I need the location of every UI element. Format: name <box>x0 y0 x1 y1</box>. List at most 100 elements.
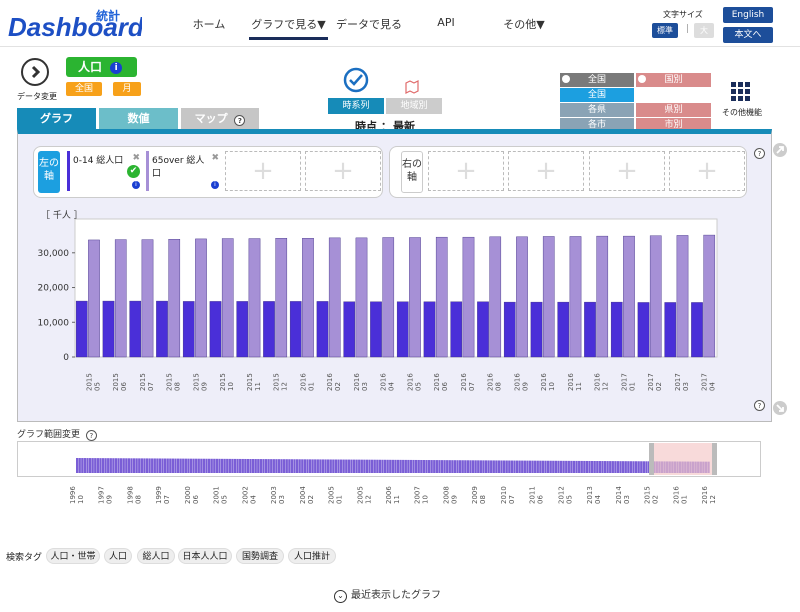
bar[interactable] <box>88 239 100 358</box>
bar[interactable] <box>236 301 249 358</box>
grid-all-country[interactable]: 全国 <box>560 73 634 87</box>
tab-graph[interactable]: グラフ <box>17 108 96 130</box>
indicator-badge[interactable]: 人口 i <box>66 57 137 77</box>
bar[interactable] <box>248 238 261 358</box>
bar[interactable] <box>569 236 582 358</box>
nav-graph[interactable]: グラフで見る▼ <box>251 18 326 31</box>
nav-home[interactable]: ホーム <box>192 18 226 31</box>
empty-slot[interactable]: + <box>225 151 301 191</box>
tab-values[interactable]: 数値 <box>99 108 178 130</box>
check-icon[interactable]: ✔ <box>127 165 140 178</box>
bar[interactable] <box>382 237 395 358</box>
collapse-arrow-icon[interactable] <box>772 400 788 416</box>
empty-slot[interactable]: + <box>428 151 504 191</box>
nav-other[interactable]: その他▼ <box>503 18 545 31</box>
bar[interactable] <box>450 301 463 358</box>
empty-slot[interactable]: + <box>508 151 584 191</box>
bar[interactable] <box>477 301 489 358</box>
bar[interactable] <box>542 236 555 358</box>
english-button[interactable]: English <box>723 7 773 23</box>
bar[interactable] <box>114 239 127 358</box>
bar[interactable] <box>676 235 689 358</box>
timeseries-button[interactable]: 時系列 <box>328 98 384 114</box>
font-large-button[interactable]: 大 <box>694 23 714 38</box>
close-icon[interactable]: ✖ <box>132 153 140 163</box>
navigator-handle-left[interactable] <box>649 443 654 475</box>
empty-slot[interactable]: + <box>305 151 381 191</box>
bar[interactable] <box>370 301 382 358</box>
bar[interactable] <box>596 235 609 358</box>
nav-api[interactable]: API <box>437 16 455 29</box>
region-tag[interactable]: 全国 <box>66 82 102 96</box>
bar[interactable] <box>691 302 703 358</box>
help-icon[interactable]: ? <box>85 430 97 441</box>
grid-prefecture[interactable]: 各県 <box>560 103 634 117</box>
bar[interactable] <box>168 239 181 358</box>
navigator-handle-right[interactable] <box>712 443 717 475</box>
empty-slot[interactable]: + <box>589 151 665 191</box>
empty-slot[interactable]: + <box>669 151 745 191</box>
bar[interactable] <box>610 301 623 358</box>
expand-arrow-icon[interactable] <box>772 142 788 158</box>
grid-all-nation[interactable]: 全国 <box>560 88 634 102</box>
recent-graphs-toggle[interactable]: ⌄ 最近表示したグラフ <box>334 586 441 603</box>
other-functions-label[interactable]: その他機能 <box>722 108 762 117</box>
range-navigator-bars[interactable] <box>18 442 760 476</box>
font-standard-button[interactable]: 標準 <box>652 23 678 38</box>
bar[interactable] <box>530 301 543 358</box>
bar[interactable] <box>423 301 436 358</box>
bar[interactable] <box>355 237 368 358</box>
nav-data[interactable]: データで見る <box>336 18 402 31</box>
bar[interactable] <box>649 235 662 358</box>
bar[interactable] <box>102 300 115 358</box>
bar[interactable] <box>503 301 516 358</box>
bar[interactable] <box>141 239 154 358</box>
bar[interactable] <box>584 301 596 358</box>
bar[interactable] <box>182 301 195 358</box>
tag-chip[interactable]: 国勢調査 <box>236 548 284 564</box>
bar[interactable] <box>275 238 288 358</box>
grid-city[interactable]: 各市 <box>560 118 634 129</box>
grid-by-city[interactable]: 市別 <box>636 118 711 129</box>
bar[interactable] <box>129 300 142 358</box>
period-tag[interactable]: 月 <box>113 82 141 96</box>
bar[interactable] <box>209 301 222 358</box>
bar[interactable] <box>516 236 528 358</box>
bar[interactable] <box>623 235 635 358</box>
by-region-button[interactable]: 地域別 <box>386 98 442 114</box>
bar[interactable] <box>289 301 302 358</box>
skip-to-body-button[interactable]: 本文へ <box>723 27 773 43</box>
tag-chip[interactable]: 日本人人口 <box>178 548 232 564</box>
grid-by-pref[interactable]: 県別 <box>636 103 711 117</box>
info-icon[interactable]: i <box>110 62 123 74</box>
tag-chip[interactable]: 人口推計 <box>288 548 336 564</box>
bar[interactable] <box>343 301 356 358</box>
grid-by-country[interactable]: 国別 <box>636 73 711 87</box>
bar[interactable] <box>462 236 475 358</box>
tag-chip[interactable]: 人口 <box>104 548 132 564</box>
grid-menu-icon[interactable] <box>731 82 751 102</box>
help-icon[interactable]: ? <box>754 148 765 159</box>
navigator-selection[interactable] <box>651 443 715 475</box>
tag-chip[interactable]: 総人口 <box>137 548 175 564</box>
info-icon[interactable]: i <box>211 181 219 189</box>
data-change-button[interactable] <box>21 58 49 86</box>
bar[interactable] <box>637 302 650 358</box>
series-slot-2[interactable]: 65over 総人口 ✖ i <box>146 151 222 191</box>
bar[interactable] <box>328 237 341 358</box>
bar[interactable] <box>75 300 88 358</box>
bar[interactable] <box>396 301 409 358</box>
help-icon[interactable]: ? <box>754 400 765 411</box>
bar[interactable] <box>664 302 677 358</box>
tab-map[interactable]: マップ ? <box>181 108 259 130</box>
tag-chip[interactable]: 人口・世帯 <box>46 548 100 564</box>
bar[interactable] <box>156 300 168 358</box>
bar[interactable] <box>316 301 329 358</box>
logo[interactable]: Dashboard 統計 <box>8 6 142 42</box>
bar[interactable] <box>489 236 502 358</box>
bar[interactable] <box>409 237 421 358</box>
bar[interactable] <box>263 301 275 358</box>
bar[interactable] <box>557 301 570 358</box>
series-slot-1[interactable]: 0-14 総人口 ✖ ✔ i <box>67 151 143 191</box>
